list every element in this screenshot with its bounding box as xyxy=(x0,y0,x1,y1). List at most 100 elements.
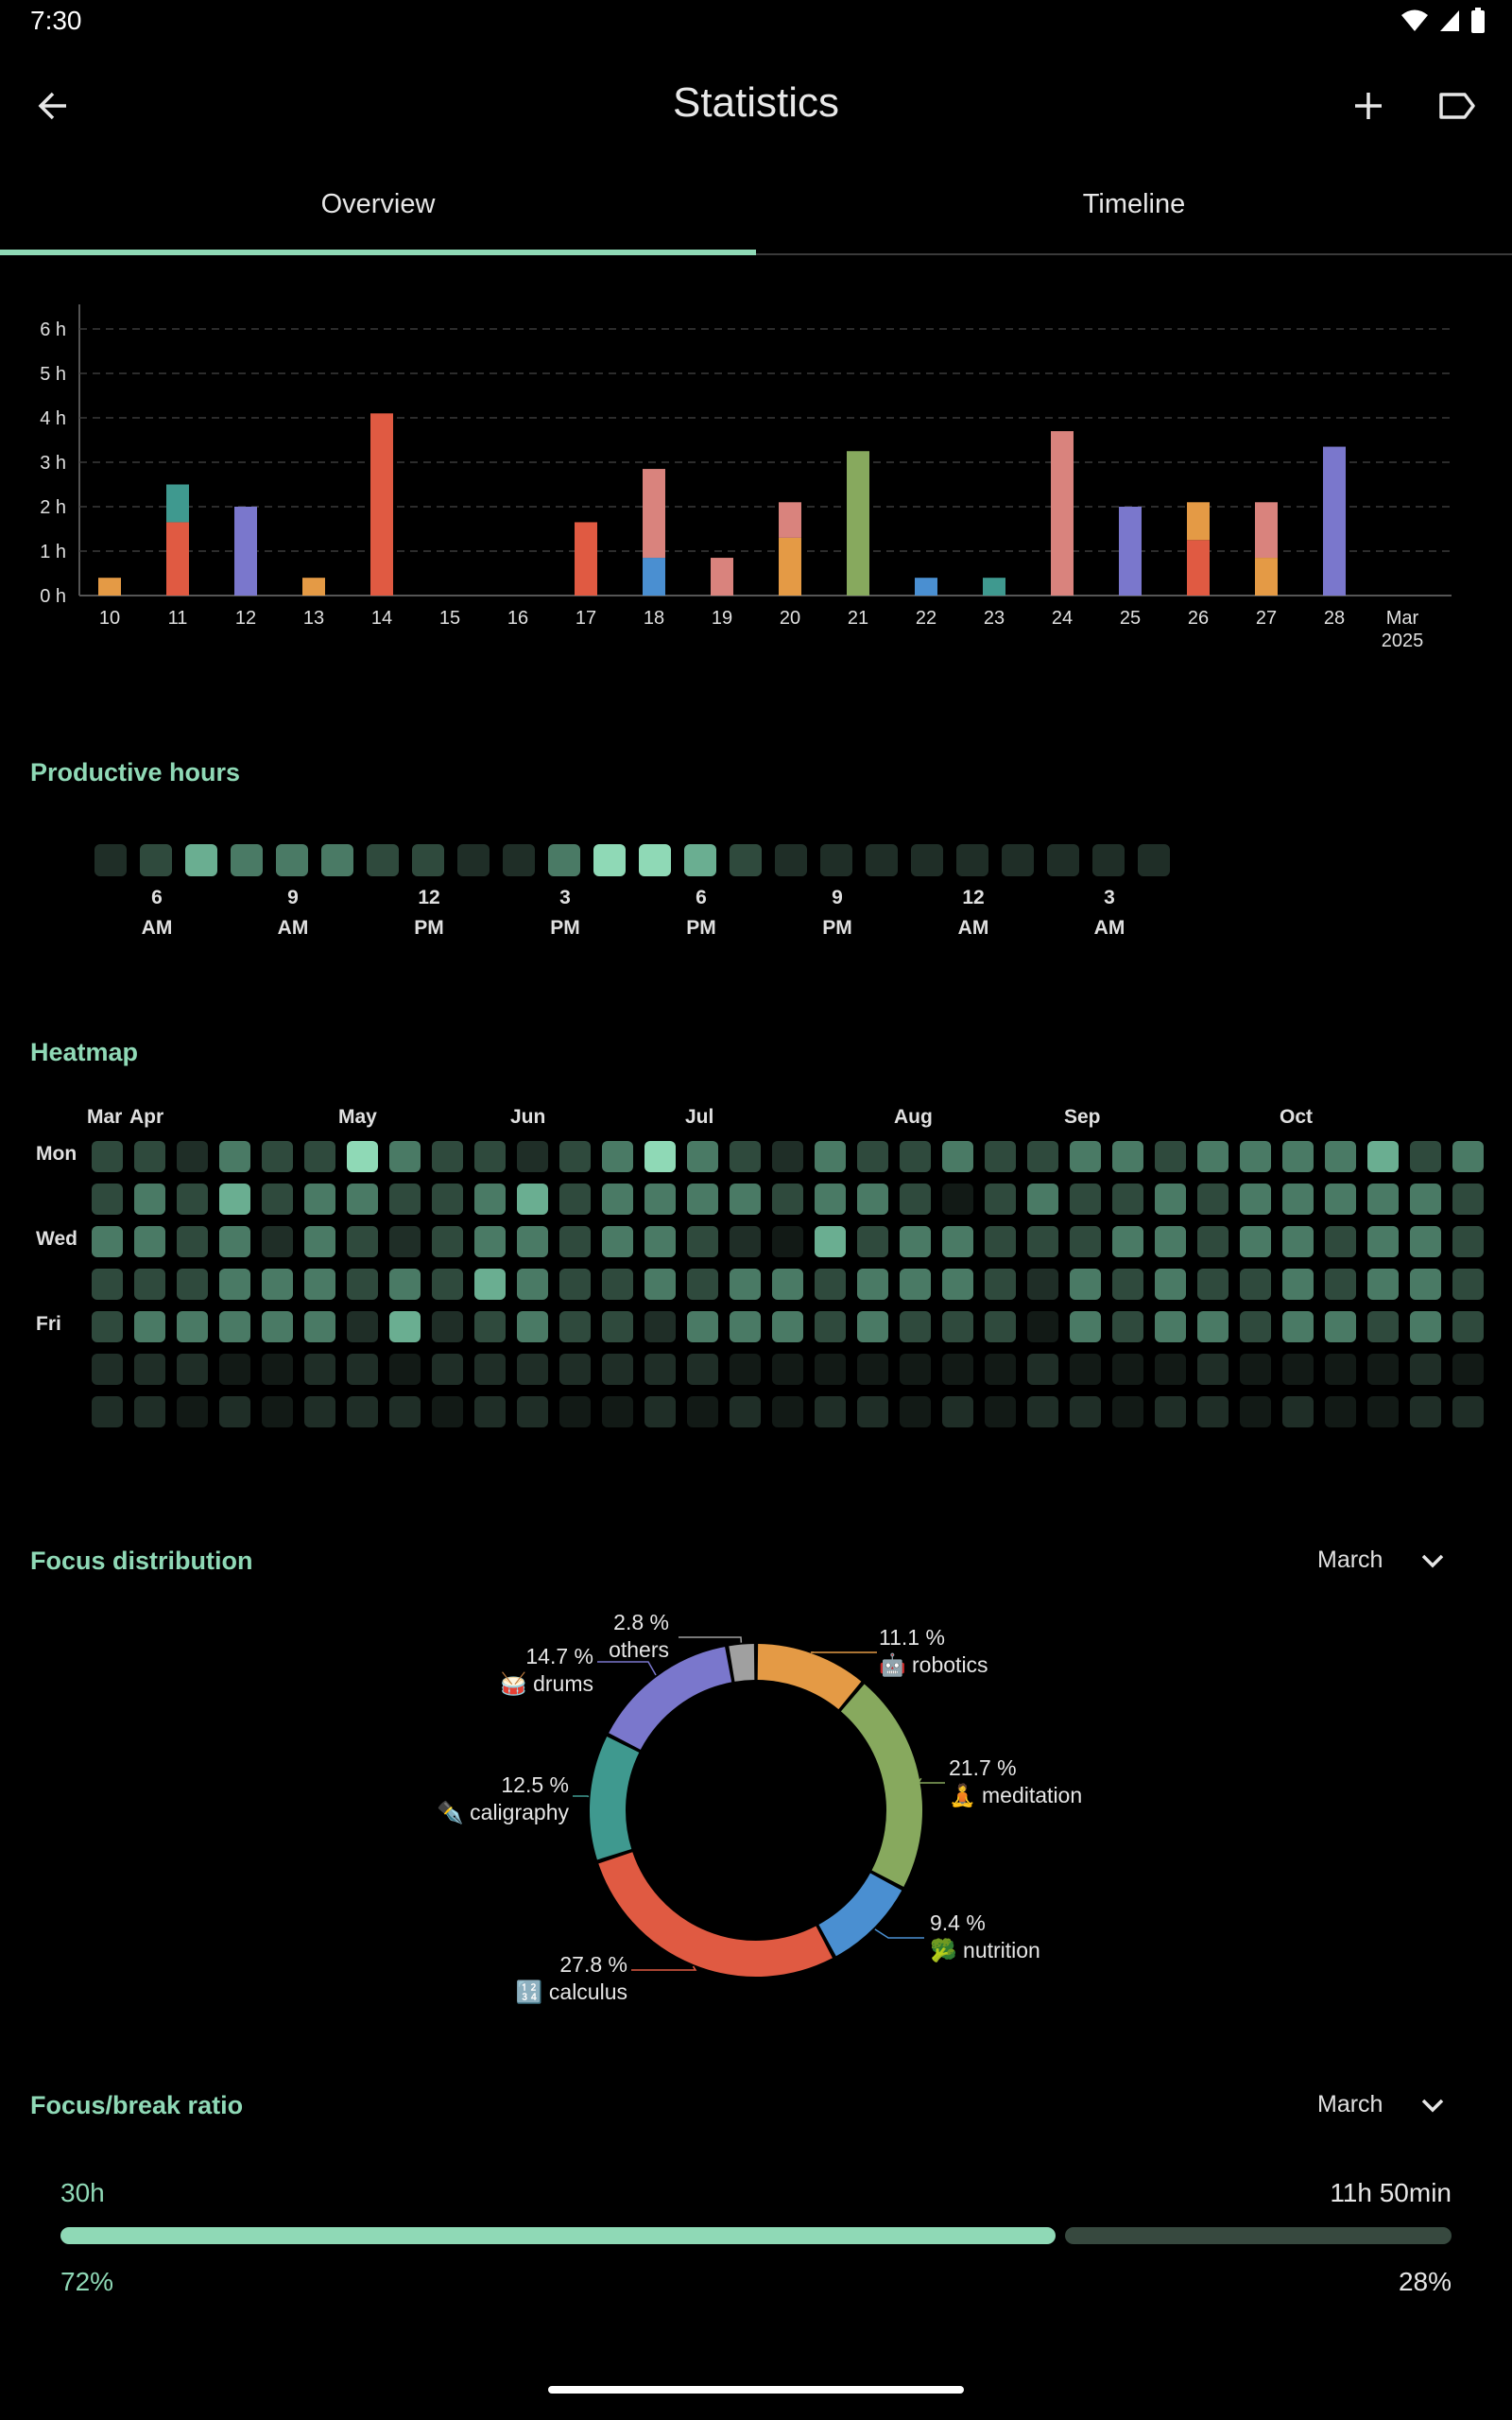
heatmap-cell xyxy=(1027,1396,1058,1427)
bar-segment xyxy=(1187,502,1210,541)
x-tick-label: 23 xyxy=(984,608,1005,629)
heatmap-cell xyxy=(1027,1141,1058,1172)
heatmap-cell xyxy=(134,1311,165,1342)
productive-hour-label-line: 9 xyxy=(832,887,843,908)
bar-segment xyxy=(370,413,393,596)
heatmap-cell xyxy=(1367,1226,1399,1257)
tab-timeline[interactable]: Timeline xyxy=(1082,189,1186,219)
donut-name-label: 🤖 robotics xyxy=(879,1652,988,1678)
heatmap-cell xyxy=(304,1184,335,1215)
productive-hour-label: 3 PM xyxy=(508,883,622,943)
heatmap-cell xyxy=(1027,1354,1058,1385)
heatmap-cell xyxy=(1112,1269,1143,1300)
page-title: Statistics xyxy=(672,79,840,126)
heatmap-cell xyxy=(559,1354,591,1385)
bar-segment xyxy=(1255,502,1278,559)
productive-hour-cell xyxy=(730,844,762,876)
heatmap-cell xyxy=(177,1354,208,1385)
heatmap-cell xyxy=(1325,1396,1356,1427)
bar-segment xyxy=(1255,558,1278,596)
status-time: 7:30 xyxy=(30,6,82,35)
heatmap-cell xyxy=(389,1141,421,1172)
donut-leader-line xyxy=(917,1777,945,1784)
heatmap-cell xyxy=(1452,1141,1484,1172)
bar-segment xyxy=(1187,540,1210,596)
heatmap-cell xyxy=(985,1354,1016,1385)
heatmap-cell xyxy=(1410,1311,1441,1342)
add-button[interactable] xyxy=(1340,78,1397,134)
heatmap-cell xyxy=(1410,1354,1441,1385)
heatmap-cell xyxy=(517,1184,548,1215)
productive-hour-cell xyxy=(684,844,716,876)
heatmap-cell xyxy=(815,1311,846,1342)
productive-hour-cell xyxy=(457,844,490,876)
heatmap-cell xyxy=(304,1354,335,1385)
heatmap-cell xyxy=(772,1354,803,1385)
productive-hour-cell xyxy=(820,844,852,876)
heatmap-cell xyxy=(177,1396,208,1427)
heatmap-cell xyxy=(815,1396,846,1427)
heatmap-cell xyxy=(857,1269,888,1300)
heatmap-cell xyxy=(347,1396,378,1427)
heatmap-cell xyxy=(1070,1354,1101,1385)
productive-hour-label-line: 9 xyxy=(287,887,299,908)
heatmap-cell xyxy=(134,1184,165,1215)
heatmap-cell xyxy=(1112,1226,1143,1257)
heatmap-cell xyxy=(262,1311,293,1342)
productive-hour-cell xyxy=(231,844,263,876)
bar-segment xyxy=(1119,507,1142,596)
heatmap-cell xyxy=(857,1184,888,1215)
y-tick-label: 5 h xyxy=(40,364,66,385)
heatmap-cell xyxy=(389,1269,421,1300)
heatmap-cell xyxy=(1325,1141,1356,1172)
heatmap-cell xyxy=(730,1354,761,1385)
productive-hour-label-line: PM xyxy=(822,917,852,939)
heatmap-cell xyxy=(815,1184,846,1215)
x-tick-label: 13 xyxy=(303,608,324,629)
heatmap-cell xyxy=(1155,1226,1186,1257)
heatmap-cell xyxy=(1452,1184,1484,1215)
heatmap-cell xyxy=(219,1269,250,1300)
x-tick-label: 28 xyxy=(1324,608,1345,629)
heatmap-cell xyxy=(347,1141,378,1172)
tab-overview[interactable]: Overview xyxy=(320,189,436,219)
heatmap-title: Heatmap xyxy=(30,1038,139,1066)
heatmap-cell xyxy=(730,1311,761,1342)
heatmap-cell xyxy=(304,1226,335,1257)
productive-hour-cell xyxy=(1047,844,1079,876)
heatmap-cell xyxy=(900,1226,931,1257)
productive-hour-cell xyxy=(911,844,943,876)
heatmap-cell xyxy=(772,1396,803,1427)
bar-segment xyxy=(166,484,189,523)
bar-segment xyxy=(1323,446,1346,596)
heatmap-cell xyxy=(772,1269,803,1300)
productive-hour-label-line: 12 xyxy=(962,887,985,908)
label-button[interactable] xyxy=(1429,78,1486,134)
focus-distribution-period-select[interactable]: March xyxy=(1317,1547,1445,1574)
heatmap-cell xyxy=(730,1396,761,1427)
x-tick-label: 12 xyxy=(235,608,256,629)
productive-hour-cell xyxy=(1002,844,1034,876)
productive-hour-label: 3 AM xyxy=(1053,883,1166,943)
heatmap-cell xyxy=(304,1311,335,1342)
focus-break-period-select[interactable]: March xyxy=(1317,2091,1445,2118)
heatmap-cell xyxy=(1027,1311,1058,1342)
productive-hour-label-line: AM xyxy=(957,917,989,939)
productive-hour-label: 6 AM xyxy=(100,883,214,943)
heatmap-cell xyxy=(644,1311,676,1342)
heatmap-cell xyxy=(942,1354,973,1385)
focus-distribution-title: Focus distribution xyxy=(30,1547,253,1575)
heatmap-cell xyxy=(900,1354,931,1385)
heatmap-cell xyxy=(1112,1141,1143,1172)
bar-segment xyxy=(1051,431,1074,596)
heatmap-cell xyxy=(1155,1269,1186,1300)
heatmap-cell xyxy=(985,1396,1016,1427)
heatmap-cell xyxy=(1070,1269,1101,1300)
y-tick-label: 4 h xyxy=(40,408,66,429)
donut-leader-line xyxy=(874,1928,924,1939)
back-button[interactable] xyxy=(25,78,81,134)
heatmap-cell xyxy=(559,1269,591,1300)
heatmap-cell xyxy=(1282,1396,1314,1427)
heatmap-day-label: Fri xyxy=(36,1313,61,1335)
heatmap-cell xyxy=(985,1311,1016,1342)
